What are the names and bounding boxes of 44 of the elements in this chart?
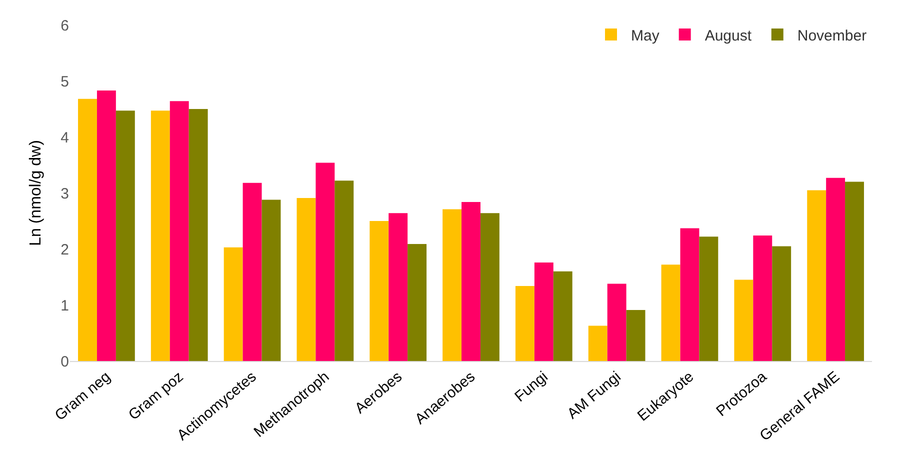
bar — [116, 110, 135, 361]
y-tick-label: 3 — [60, 185, 69, 202]
y-tick-label: 2 — [60, 241, 69, 258]
bar — [626, 310, 646, 361]
bar — [807, 190, 826, 361]
bar — [408, 244, 427, 361]
y-tick-label: 4 — [60, 129, 69, 146]
legend-label: August — [704, 27, 752, 44]
bar — [845, 182, 864, 361]
y-tick-label: 1 — [60, 297, 69, 314]
bar — [515, 286, 534, 361]
bar — [753, 236, 772, 361]
y-tick-label: 6 — [60, 17, 69, 34]
bar — [296, 198, 316, 361]
legend-label: November — [797, 27, 867, 44]
bar — [772, 246, 792, 361]
bar — [734, 280, 754, 361]
bar — [224, 247, 243, 361]
bar — [334, 180, 354, 361]
bar — [661, 264, 680, 361]
bar — [534, 262, 554, 361]
y-tick-label: 0 — [60, 353, 69, 370]
bar — [316, 162, 335, 361]
bar — [826, 178, 846, 361]
bar — [388, 213, 408, 361]
bar — [262, 200, 281, 361]
bar — [150, 110, 170, 361]
bar — [170, 101, 189, 361]
legend-label: May — [631, 27, 660, 44]
y-axis-title: Ln (nmol/g dw) — [28, 140, 45, 246]
bar — [442, 209, 462, 361]
bar — [480, 213, 500, 361]
bar — [96, 90, 116, 361]
bar — [462, 202, 480, 361]
y-tick-label: 5 — [60, 73, 69, 90]
bar — [188, 109, 208, 361]
bar — [553, 271, 572, 361]
bar — [370, 221, 389, 361]
bar — [607, 284, 626, 361]
bar — [588, 326, 608, 361]
bar — [680, 228, 700, 361]
bar — [78, 98, 97, 361]
bar — [699, 236, 718, 361]
bar — [242, 182, 262, 361]
